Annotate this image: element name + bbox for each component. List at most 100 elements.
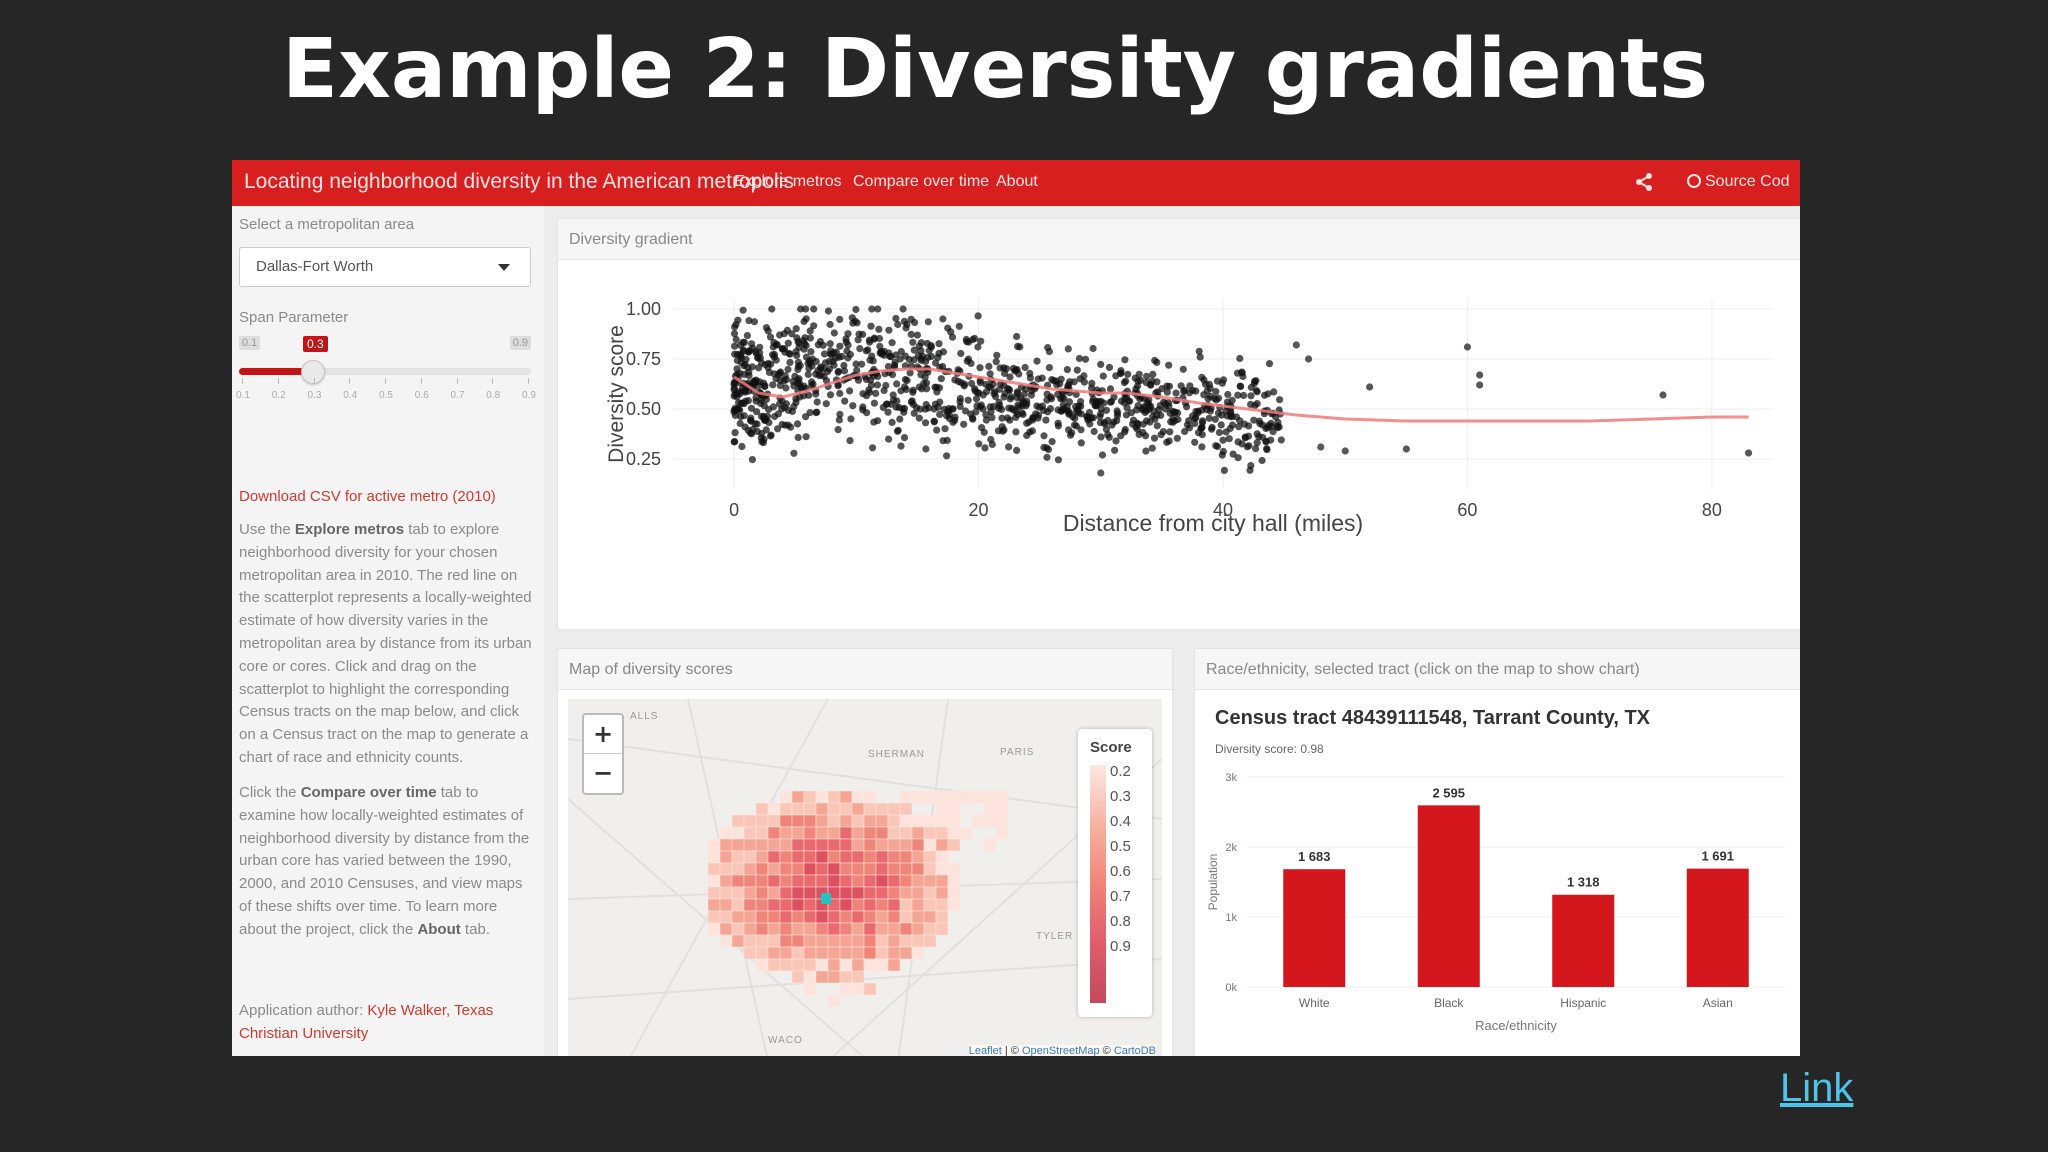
scatter-point: [998, 414, 1006, 422]
scatter-point: [1476, 381, 1484, 389]
map-tract: [947, 874, 961, 888]
scatter-point: [781, 421, 789, 429]
scatter-point: [1147, 381, 1155, 389]
map-tract: [731, 922, 745, 936]
scatter-point: [792, 325, 800, 333]
scatter-plot[interactable]: 0 20 40 60 80 0.25 0.50 0.75 1.00 Distance from c…: [558, 259, 1800, 629]
diversity-map[interactable]: SHERMAN PARIS TYLER WACO ALLS + − Score …: [568, 699, 1162, 1056]
scatter-point: [1023, 419, 1031, 427]
scatter-point: [1196, 353, 1204, 361]
legend-label: 0.4: [1110, 813, 1131, 830]
slider-tick-label: 0.4: [343, 390, 358, 401]
leaflet-link[interactable]: Leaflet: [968, 1045, 1002, 1056]
map-tract: [911, 790, 925, 804]
scatter-point: [888, 339, 896, 347]
scatter-point: [1191, 438, 1199, 446]
legend-color-ramp: [1090, 765, 1106, 1003]
map-tract: [791, 838, 805, 852]
scatter-point: [901, 375, 909, 384]
map-tract: [947, 814, 961, 828]
map-tract: [851, 958, 865, 972]
map-tract: [707, 898, 721, 912]
scatter-point: [1240, 391, 1248, 400]
map-tract: [875, 934, 889, 948]
map-tract: [899, 838, 913, 852]
zoom-out-button[interactable]: −: [592, 759, 614, 787]
scatter-point: [1015, 403, 1023, 411]
map-tract: [827, 922, 841, 936]
external-link[interactable]: Link: [1780, 1066, 1854, 1110]
map-tract: [887, 946, 901, 960]
scatter-point: [1075, 402, 1083, 410]
scatter-point: [1151, 356, 1159, 365]
scatter-point: [1013, 446, 1021, 454]
map-tract: [959, 790, 973, 804]
scatter-point: [949, 405, 957, 413]
scatter-point: [1143, 372, 1151, 380]
map-tract: [803, 958, 817, 972]
navbar-brand[interactable]: Locating neighborhood diversity in the A…: [244, 170, 794, 193]
scatter-point: [761, 416, 769, 424]
slider-max-label: 0.9: [509, 336, 531, 350]
map-tract: [863, 802, 877, 816]
map-tract: [923, 874, 937, 888]
scatter-point: [974, 312, 982, 320]
source-code-link[interactable]: Source Cod: [1687, 173, 1790, 191]
map-tract: [755, 946, 769, 960]
scatter-point: [753, 427, 761, 435]
map-tract: [755, 838, 769, 852]
cartodb-link[interactable]: CartoDB: [1113, 1045, 1156, 1056]
scatter-point: [731, 390, 739, 398]
race-bar-chart[interactable]: 1 683 White 2 595 Black 1 318 Hispanic 1 691 As…: [1195, 757, 1800, 1056]
scatter-point: [892, 314, 900, 323]
scatter-point: [1068, 429, 1076, 437]
scatter-point: [1264, 424, 1272, 432]
download-csv-link[interactable]: Download CSV for active metro (2010): [239, 488, 496, 505]
scatter-point: [1105, 363, 1114, 371]
map-canvas[interactable]: [568, 699, 1162, 1056]
map-tract: [935, 802, 949, 816]
map-tract: [815, 874, 829, 888]
slider-handle[interactable]: [301, 360, 325, 384]
map-tract: [779, 958, 793, 972]
scatter-point: [793, 420, 802, 428]
bar-black: [1417, 805, 1480, 987]
scatter-point: [817, 363, 825, 371]
nav-compare-over-time[interactable]: Compare over time: [853, 173, 990, 190]
scatter-point: [781, 372, 789, 380]
map-tract: [827, 814, 841, 828]
scatter-point: [910, 346, 918, 354]
nav-explore-metros[interactable]: Explore metros: [734, 173, 842, 190]
map-tract: [875, 958, 889, 972]
map-tract: [911, 838, 925, 852]
scatter-point: [1270, 388, 1278, 396]
map-tract: [755, 922, 769, 936]
x-axis-label: Distance from city hall (miles): [1063, 510, 1363, 536]
bar-y-tick-label: 0k: [1225, 982, 1237, 994]
scatter-point: [826, 340, 834, 348]
scatter-point: [812, 370, 820, 378]
scatter-point: [1040, 432, 1048, 440]
scatter-point: [1156, 402, 1164, 410]
scatter-point: [1148, 444, 1156, 452]
scatter-point: [1253, 430, 1261, 438]
slider-track[interactable]: [239, 368, 531, 375]
map-tract: [899, 910, 913, 924]
scatter-point: [1004, 384, 1012, 393]
share-icon[interactable]: [1634, 172, 1654, 192]
author-link[interactable]: Kyle Walker, Texas Christian University: [239, 1002, 494, 1042]
map-tract: [743, 910, 757, 924]
scatter-point: [1013, 388, 1021, 396]
map-tract: [851, 850, 865, 864]
scatter-point: [1077, 426, 1085, 434]
nav-about[interactable]: About: [996, 173, 1038, 190]
scatter-point: [753, 408, 761, 416]
osm-link[interactable]: OpenStreetMap: [1021, 1045, 1100, 1056]
metro-select[interactable]: Dallas-Fort Worth: [239, 247, 531, 287]
bar-x-axis-label: Race/ethnicity: [1475, 1018, 1557, 1033]
scatter-point: [756, 354, 764, 362]
scatter-point: [747, 429, 755, 437]
span-slider[interactable]: 0.1 0.3 0.9 0.1 0.2 0.3 0.4 0.5 0.6 0.7 0.8 0.9: [236, 336, 536, 401]
zoom-in-button[interactable]: +: [584, 715, 622, 754]
map-tract: [947, 886, 961, 900]
